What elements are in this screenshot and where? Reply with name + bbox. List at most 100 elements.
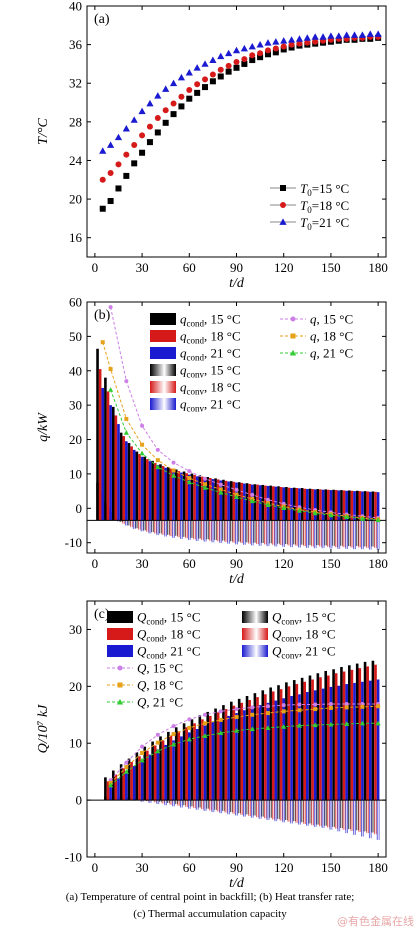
data-point: [187, 725, 192, 730]
bar: [182, 471, 186, 521]
bar: [135, 451, 139, 521]
legend-label-sub: 0: [307, 188, 312, 198]
bar: [269, 800, 272, 818]
bar: [285, 486, 288, 521]
bar: [256, 697, 259, 801]
legend-label: Qconv, 18 °C: [272, 627, 336, 644]
bar: [138, 756, 141, 801]
bar: [290, 488, 293, 521]
data-point: [186, 479, 192, 485]
bar: [235, 800, 238, 816]
legend-label-rest: , 21 °C: [204, 346, 241, 361]
bar: [277, 486, 280, 521]
bar: [237, 520, 241, 542]
legend-label-symbol: q: [310, 346, 317, 361]
bar: [256, 800, 259, 818]
bar: [159, 464, 162, 521]
bar: [264, 520, 267, 545]
bar: [266, 800, 270, 821]
data-point: [154, 129, 161, 136]
bar: [198, 475, 202, 521]
bar: [337, 685, 341, 801]
legend-swatch: [150, 313, 176, 325]
data-point: [155, 464, 161, 470]
bar: [138, 520, 141, 530]
bar: [368, 680, 372, 801]
bar: [235, 520, 238, 545]
y-tick-label: -10: [65, 535, 82, 550]
bar: [350, 800, 354, 831]
bar: [214, 708, 217, 801]
bar: [227, 520, 230, 544]
legend-label-rest: , 21 °C: [299, 644, 336, 659]
legend-label-sub: cond: [187, 336, 205, 346]
bar: [298, 520, 301, 548]
bar: [245, 520, 249, 543]
data-point: [123, 151, 130, 158]
data-point: [170, 100, 177, 107]
data-point: [241, 60, 248, 67]
data-point: [281, 703, 286, 708]
bar: [271, 691, 275, 801]
bar: [363, 491, 367, 521]
bar: [174, 520, 178, 536]
bar: [193, 474, 196, 521]
bar: [366, 491, 369, 521]
legend-label-rest: , 18 °C: [146, 678, 183, 693]
legend-label-symbol: Q: [137, 627, 147, 642]
bar: [216, 712, 220, 801]
bar: [172, 800, 175, 807]
bar: [122, 768, 126, 801]
bar: [174, 727, 178, 801]
bar: [321, 688, 325, 801]
data-point: [225, 68, 232, 75]
y-tick-label: 36: [69, 37, 83, 52]
bar: [342, 520, 346, 548]
bar: [201, 476, 204, 521]
legend-label-sub: cond: [146, 617, 164, 627]
data-point: [265, 704, 270, 709]
bar: [245, 696, 249, 801]
bar: [258, 520, 262, 546]
legend-label-rest: , 15 °C: [204, 363, 241, 378]
bar: [195, 729, 199, 801]
data-point: [178, 93, 185, 100]
data-point: [264, 39, 272, 46]
legend-marker: [117, 665, 123, 671]
bar: [313, 489, 317, 521]
bar: [195, 800, 199, 810]
bar: [125, 441, 128, 521]
legend-label: qconv, 21 °C: [180, 397, 241, 414]
bar: [374, 664, 377, 801]
bar: [240, 800, 244, 815]
bar: [277, 685, 280, 801]
data-point: [233, 58, 240, 65]
bar: [355, 663, 359, 801]
bar: [279, 520, 283, 546]
bar: [156, 800, 160, 805]
legend-label-symbol: q: [180, 312, 187, 327]
bar: [185, 800, 188, 807]
data-point: [233, 728, 240, 733]
bar: [327, 520, 330, 547]
y-tick-label: 40: [69, 0, 82, 14]
bar: [211, 800, 215, 813]
data-point: [201, 60, 209, 67]
legend-label-rest: , 18 °C: [164, 627, 201, 642]
bar: [119, 764, 123, 801]
legend-label-symbol: q: [310, 329, 317, 344]
data-point: [250, 705, 255, 710]
legend-label-rest: =18 °C: [312, 198, 349, 213]
bar: [324, 489, 328, 521]
bar: [269, 520, 272, 544]
bar: [363, 661, 367, 801]
bar: [167, 467, 170, 521]
bar: [279, 689, 283, 801]
bar: [159, 520, 162, 534]
bar: [211, 479, 215, 521]
bar: [340, 520, 343, 546]
bar: [206, 520, 209, 540]
bar: [164, 467, 167, 521]
data-point: [140, 423, 145, 428]
plot-area: [87, 305, 386, 550]
